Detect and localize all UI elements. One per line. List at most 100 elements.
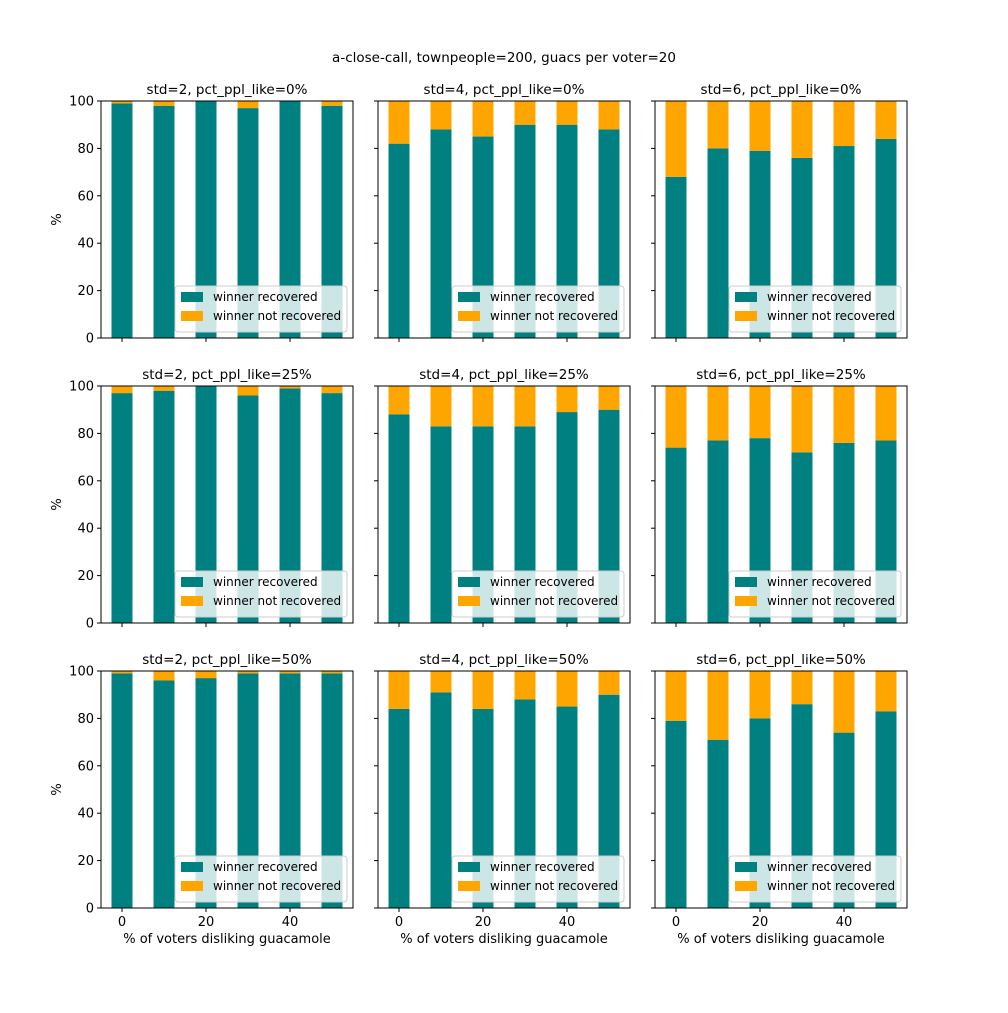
legend-label-not-recovered: winner not recovered bbox=[213, 309, 341, 323]
bar-winner-recovered bbox=[388, 143, 410, 338]
bar-winner-recovered bbox=[665, 720, 687, 908]
legend-swatch-recovered bbox=[458, 292, 480, 302]
y-axis-label: % bbox=[50, 213, 65, 225]
x-tick-label: 40 bbox=[559, 915, 576, 930]
bar-winner-not-recovered bbox=[472, 386, 494, 427]
bar-winner-recovered bbox=[237, 395, 259, 623]
x-axis-label: % of voters disliking guacamole bbox=[400, 932, 608, 947]
x-axis-label: % of voters disliking guacamole bbox=[677, 932, 885, 947]
legend-swatch-recovered bbox=[735, 577, 757, 587]
bar-winner-recovered bbox=[430, 129, 452, 338]
legend-label-not-recovered: winner not recovered bbox=[767, 879, 895, 893]
x-tick-label: 20 bbox=[475, 915, 492, 930]
legend-label-recovered: winner recovered bbox=[490, 290, 595, 304]
bar-winner-recovered bbox=[665, 447, 687, 623]
legend-swatch-not-recovered bbox=[181, 311, 203, 321]
legend: winner recovered winner not recovered bbox=[728, 855, 902, 903]
bar-winner-not-recovered bbox=[556, 101, 578, 125]
panel-title: std=4, pct_ppl_like=50% bbox=[419, 652, 589, 668]
legend-swatch-not-recovered bbox=[458, 596, 480, 606]
bar-winner-not-recovered bbox=[707, 671, 729, 740]
bar-winner-not-recovered bbox=[321, 101, 343, 106]
legend-swatch-recovered bbox=[458, 577, 480, 587]
y-tick-label: 40 bbox=[77, 237, 94, 252]
y-axis-label: % bbox=[50, 783, 65, 795]
axes-frame bbox=[377, 385, 631, 624]
bar-winner-recovered bbox=[598, 409, 620, 623]
y-tick-label: 60 bbox=[77, 759, 94, 774]
x-tick-label: 0 bbox=[118, 915, 126, 930]
subplot-panel: 0 20 40 std=6, pct_ppl_like=50% % of voters … bbox=[651, 652, 908, 947]
panel-title: std=6, pct_ppl_like=25% bbox=[696, 367, 866, 383]
legend-label-recovered: winner recovered bbox=[767, 860, 872, 874]
y-tick-label: 100 bbox=[69, 95, 94, 110]
bar-winner-recovered bbox=[111, 673, 133, 908]
bar-winner-recovered bbox=[430, 426, 452, 623]
legend-label-not-recovered: winner not recovered bbox=[490, 594, 618, 608]
bar-winner-not-recovered bbox=[749, 101, 771, 151]
panel-title: std=4, pct_ppl_like=0% bbox=[424, 82, 585, 98]
legend-swatch-not-recovered bbox=[735, 596, 757, 606]
bar-winner-not-recovered bbox=[833, 671, 855, 733]
bar-winner-not-recovered bbox=[749, 386, 771, 439]
bar-winner-not-recovered bbox=[153, 101, 175, 106]
bar-winner-not-recovered bbox=[665, 101, 687, 177]
bar-winner-recovered bbox=[321, 393, 343, 623]
panel-title: std=6, pct_ppl_like=0% bbox=[701, 82, 862, 98]
legend-swatch-not-recovered bbox=[735, 311, 757, 321]
legend-swatch-not-recovered bbox=[181, 596, 203, 606]
y-tick-label: 80 bbox=[77, 427, 94, 442]
bar-winner-recovered bbox=[279, 673, 301, 908]
legend-label-recovered: winner recovered bbox=[490, 860, 595, 874]
subplot-panel: std=6, pct_ppl_like=0%winner recoveredwi… bbox=[651, 82, 908, 342]
bar-winner-recovered bbox=[321, 673, 343, 908]
bar-winner-not-recovered bbox=[514, 101, 536, 125]
legend-box bbox=[174, 855, 348, 903]
legend-label-not-recovered: winner not recovered bbox=[213, 879, 341, 893]
bar-winner-not-recovered bbox=[514, 671, 536, 700]
y-tick-label: 100 bbox=[69, 380, 94, 395]
bar-winner-not-recovered bbox=[430, 671, 452, 693]
y-tick-label: 80 bbox=[77, 142, 94, 157]
bar-winner-not-recovered bbox=[472, 101, 494, 137]
bar-winner-not-recovered bbox=[514, 386, 536, 427]
bar-winner-not-recovered bbox=[237, 386, 259, 396]
bar-winner-recovered bbox=[153, 680, 175, 908]
x-tick-label: 20 bbox=[198, 915, 215, 930]
bar-winner-recovered bbox=[388, 414, 410, 623]
bar-winner-not-recovered bbox=[598, 386, 620, 410]
y-tick-label: 0 bbox=[86, 332, 94, 347]
legend-swatch-not-recovered bbox=[181, 881, 203, 891]
subplot-panel: 0 20 40 60 80 100 std=2, pct_ppl_like=0%% winne… bbox=[50, 82, 354, 347]
bar-winner-not-recovered bbox=[707, 386, 729, 441]
legend: winner recovered winner not recovered bbox=[174, 570, 348, 618]
x-tick-label: 40 bbox=[836, 915, 853, 930]
axes-frame bbox=[100, 100, 354, 339]
subplot-panel: 0 20 40 60 80 100 0 20 40 std=2, pct_ppl_like=50%… bbox=[50, 652, 354, 947]
legend-label-recovered: winner recovered bbox=[767, 575, 872, 589]
bar-winner-not-recovered bbox=[237, 671, 259, 674]
legend: winner recovered winner not recovered bbox=[451, 570, 625, 618]
legend: winner recovered winner not recovered bbox=[451, 855, 625, 903]
bar-winner-not-recovered bbox=[875, 386, 897, 441]
y-tick-label: 80 bbox=[77, 712, 94, 727]
bar-winner-not-recovered bbox=[111, 671, 133, 674]
bar-winner-not-recovered bbox=[749, 671, 771, 719]
axes-frame bbox=[377, 100, 631, 339]
subplot-panel: 0 20 40 60 80 100 std=2, pct_ppl_like=25%% winn… bbox=[50, 367, 354, 632]
bar-winner-not-recovered bbox=[153, 386, 175, 391]
bar-winner-not-recovered bbox=[665, 386, 687, 448]
axes-frame bbox=[100, 670, 354, 909]
bar-winner-recovered bbox=[707, 148, 729, 338]
bar-winner-not-recovered bbox=[388, 386, 410, 415]
subplot-panel: std=4, pct_ppl_like=25%winner recoveredw… bbox=[374, 367, 631, 627]
y-tick-label: 100 bbox=[69, 665, 94, 680]
y-tick-label: 0 bbox=[86, 902, 94, 917]
bar-winner-not-recovered bbox=[111, 386, 133, 394]
legend-box bbox=[728, 285, 902, 333]
bar-winner-recovered bbox=[430, 692, 452, 908]
bar-winner-not-recovered bbox=[598, 671, 620, 695]
legend-box bbox=[728, 570, 902, 618]
axes-frame bbox=[654, 100, 908, 339]
